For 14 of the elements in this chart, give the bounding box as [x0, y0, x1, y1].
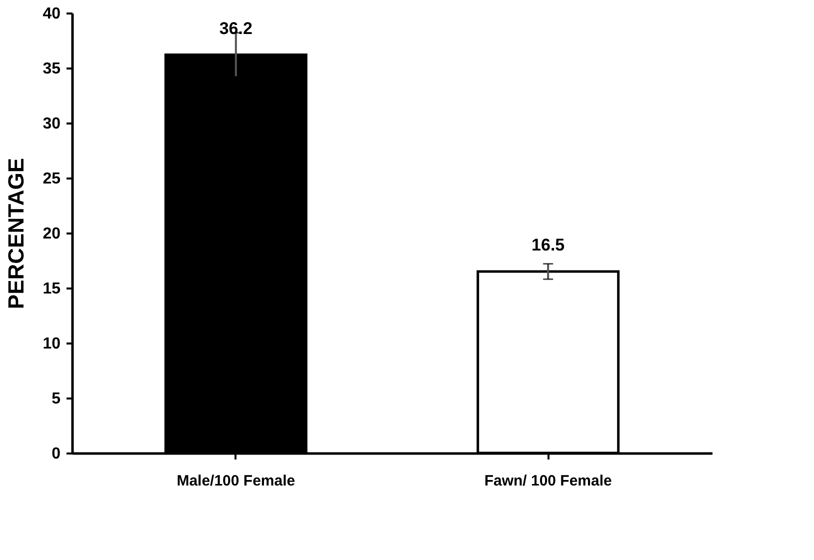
y-tick-label: 15 — [42, 280, 61, 298]
data-label: 16.5 — [532, 236, 565, 254]
x-tick-label: Fawn/ 100 Female — [484, 472, 612, 490]
y-tick-label: 20 — [42, 226, 61, 242]
y-tick-label: 35 — [42, 60, 61, 78]
y-axis-title: PERCENTAGE — [4, 158, 29, 310]
y-tick-label: 40 — [42, 6, 61, 22]
y-tick-label: 5 — [52, 390, 61, 408]
x-tick-label: Male/100 Female — [176, 472, 296, 490]
y-tick-label: 30 — [42, 116, 61, 132]
y-tick-label: 0 — [52, 446, 61, 462]
y-tick-label: 10 — [42, 336, 61, 352]
data-label: 36.2 — [219, 18, 252, 38]
y-tick-label: 25 — [42, 170, 61, 188]
